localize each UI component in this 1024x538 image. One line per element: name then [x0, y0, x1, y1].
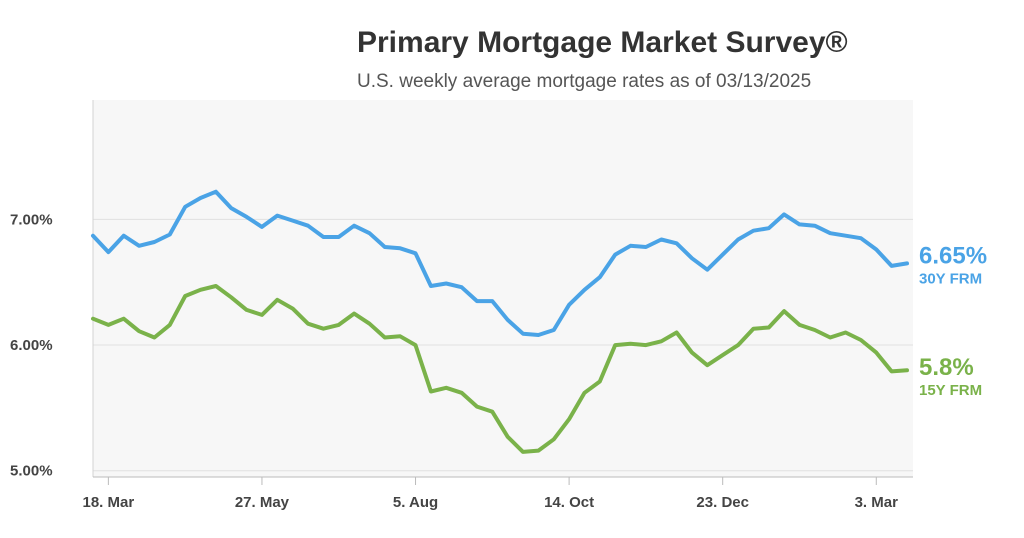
y-tick-label: 6.00%	[10, 337, 53, 354]
x-tick-label: 14. Oct	[544, 494, 594, 511]
plot-background	[93, 100, 913, 477]
x-tick-label: 5. Aug	[393, 494, 438, 511]
chart-title: Primary Mortgage Market Survey®	[357, 26, 848, 59]
series-end-value: 6.65%	[919, 242, 987, 269]
y-tick-label: 5.00%	[10, 463, 53, 480]
series-line-30y-frm	[91, 189, 909, 337]
x-tick-label: 18. Mar	[83, 494, 135, 511]
series-lines	[91, 189, 909, 454]
x-tick-label: 3. Mar	[855, 494, 899, 511]
x-tick-label: 23. Dec	[696, 494, 749, 511]
y-tick-label: 7.00%	[10, 211, 53, 228]
series-name-label: 30Y FRM	[919, 270, 982, 287]
x-axis-ticks: 18. Mar 27. May 5. Aug 14. Oct 23. Dec 3. Mar	[83, 477, 899, 511]
x-tick-label: 27. May	[235, 494, 290, 511]
chart-subtitle: U.S. weekly average mortgage rates as of…	[357, 71, 811, 92]
series-line-15y-frm	[91, 284, 909, 454]
series-end-value: 5.8%	[919, 354, 974, 381]
end-labels: 6.65%30Y FRM 5.8%15Y FRM	[919, 242, 987, 399]
series-name-label: 15Y FRM	[919, 382, 982, 399]
y-axis-ticks: 5.00% 6.00% 7.00%	[10, 211, 53, 479]
